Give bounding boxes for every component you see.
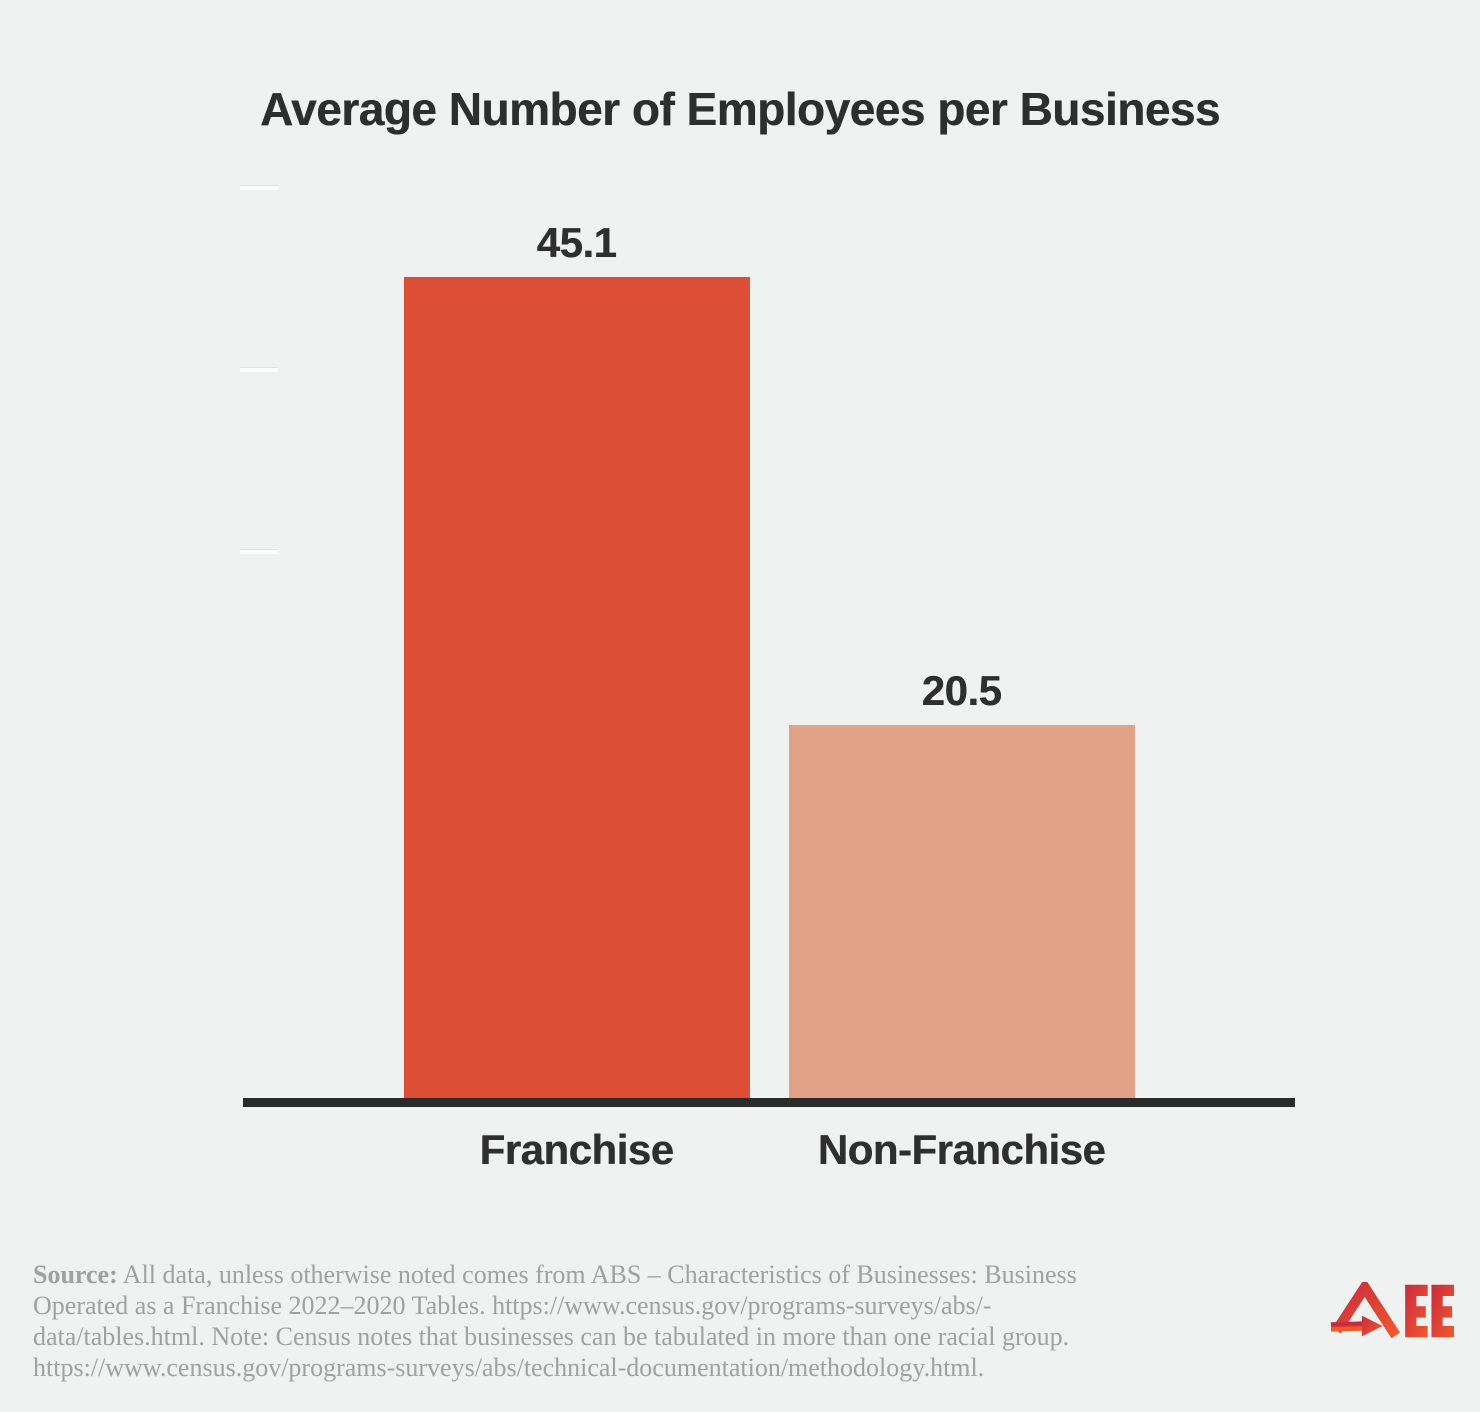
source-line: Source: All data, unless otherwise noted… xyxy=(33,1260,1077,1289)
source-prefix: Source: xyxy=(33,1260,118,1289)
source-note: Source: All data, unless otherwise noted… xyxy=(33,1259,1263,1383)
bars-group: 45.1 20.5 xyxy=(243,188,1295,1098)
source-line: https://www.census.gov/programs-surveys/… xyxy=(33,1353,985,1382)
category-labels: Franchise Non-Franchise xyxy=(243,1126,1295,1174)
category-label-franchise: Franchise xyxy=(479,1126,674,1173)
bar-franchise xyxy=(403,277,750,1098)
bar-value-label: 20.5 xyxy=(921,666,1002,714)
source-line: Operated as a Franchise 2022–2020 Tables… xyxy=(33,1291,992,1320)
y-tick-30 xyxy=(240,550,278,554)
y-tick-50 xyxy=(240,186,278,190)
logo-ee-letters xyxy=(1405,1284,1454,1338)
bar-value-label: 45.1 xyxy=(536,219,617,267)
x-axis-line xyxy=(243,1098,1295,1107)
logo-a-arrow-glyph xyxy=(1330,1282,1401,1339)
bar-column-non-franchise: 20.5 xyxy=(788,666,1135,1098)
bar-chart: 45.1 20.5 Franchise Non-Franchise xyxy=(240,186,1295,1173)
aee-logo xyxy=(1330,1282,1454,1339)
bar-column-franchise: 45.1 xyxy=(403,219,750,1098)
category-label-non-franchise: Non-Franchise xyxy=(817,1126,1106,1173)
bar-non-franchise xyxy=(788,724,1135,1098)
chart-title: Average Number of Employees per Business xyxy=(260,83,1220,135)
y-tick-40 xyxy=(240,368,278,372)
source-line: data/tables.html. Note: Census notes tha… xyxy=(33,1322,1070,1351)
